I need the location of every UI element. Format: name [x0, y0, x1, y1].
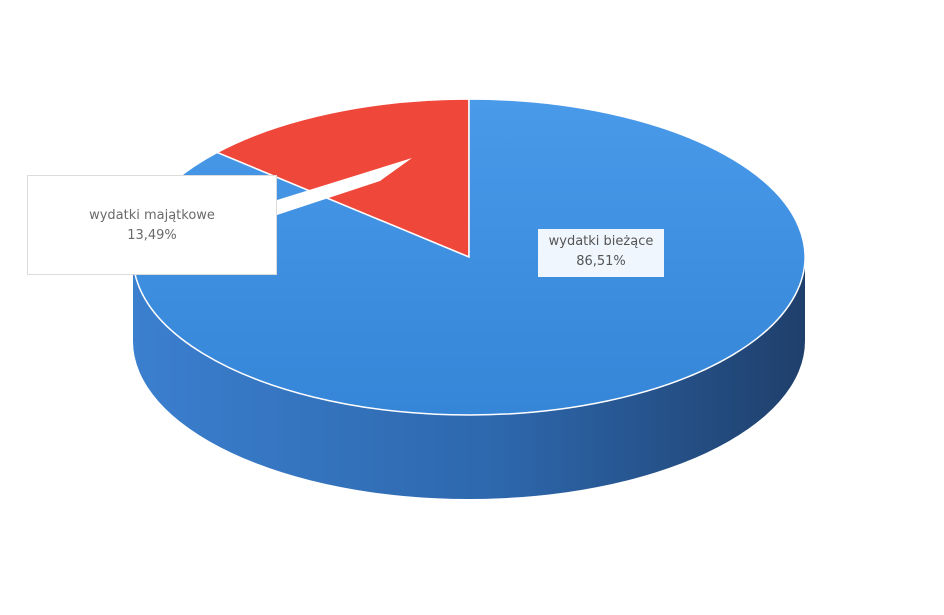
data-label-wydatki-majatkowe: wydatki majątkowe 13,49%: [27, 175, 277, 275]
data-label-value: 13,49%: [127, 228, 177, 243]
data-label-category: wydatki majątkowe: [89, 208, 215, 223]
slice-wydatki-majatkowe: [215, 98, 470, 259]
data-label-value: 86,51%: [576, 254, 626, 269]
slice-side-wydatki-biezace: [133, 257, 805, 499]
data-label-wydatki-biezace: wydatki bieżące 86,51%: [538, 229, 664, 277]
slice-wydatki-biezace: [132, 98, 806, 416]
data-label-category: wydatki bieżące: [548, 234, 654, 249]
leader-line-wydatki-majatkowe: [277, 158, 412, 215]
